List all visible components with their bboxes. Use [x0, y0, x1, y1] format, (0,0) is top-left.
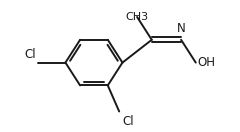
Text: N: N	[177, 22, 186, 35]
Text: Cl: Cl	[24, 48, 36, 61]
Text: OH: OH	[197, 56, 215, 69]
Text: CH3: CH3	[126, 12, 149, 22]
Text: Cl: Cl	[122, 115, 134, 128]
